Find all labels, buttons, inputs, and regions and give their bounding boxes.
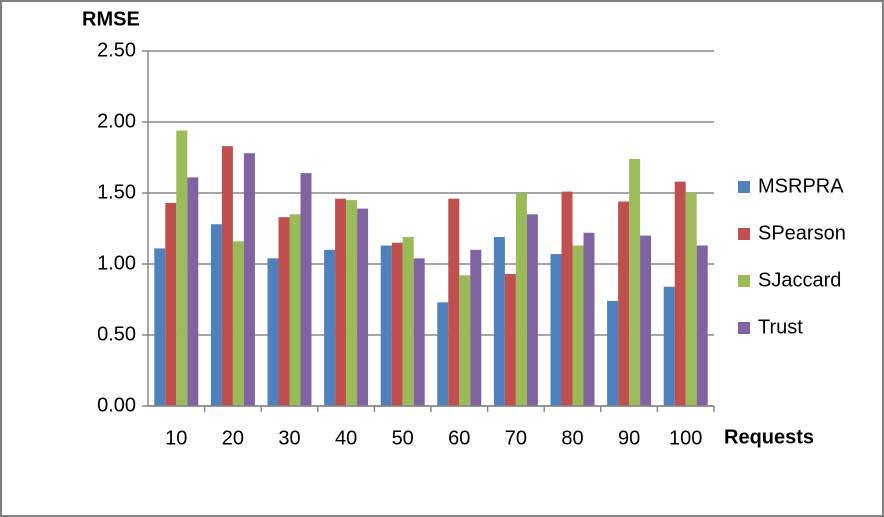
bar <box>640 235 652 406</box>
x-tick-label: 80 <box>561 427 583 449</box>
x-tick-label: 50 <box>392 427 414 449</box>
bar <box>470 249 482 406</box>
bar <box>674 181 686 406</box>
bar <box>165 202 177 406</box>
bar <box>221 146 233 406</box>
legend-label: Trust <box>758 316 803 338</box>
bar <box>324 249 336 406</box>
bar <box>267 258 279 406</box>
bar <box>618 201 630 406</box>
x-tick-label: 20 <box>222 427 244 449</box>
y-tick-label: 0.50 <box>97 323 136 345</box>
bar <box>437 302 449 406</box>
bar <box>357 208 369 406</box>
legend-swatch <box>738 275 750 287</box>
y-tick-label: 2.50 <box>97 39 136 61</box>
bar <box>176 130 188 406</box>
bar <box>493 237 505 406</box>
legend-swatch <box>738 181 750 193</box>
x-axis-label: Requests <box>724 426 814 448</box>
bar <box>696 245 708 406</box>
bar <box>335 198 347 406</box>
bar <box>232 241 244 406</box>
bar <box>243 153 255 406</box>
legend-swatch <box>738 322 750 334</box>
y-tick-label: 0.00 <box>97 394 136 416</box>
y-tick-label: 1.00 <box>97 252 136 274</box>
bar <box>402 237 414 406</box>
bar <box>572 245 584 406</box>
bar <box>607 300 619 406</box>
legend-label: MSRPRA <box>758 175 844 197</box>
x-tick-label: 30 <box>278 427 300 449</box>
bar <box>391 242 403 406</box>
bar <box>629 158 641 406</box>
bar <box>278 217 290 406</box>
y-tick-label: 1.50 <box>97 181 136 203</box>
bar <box>380 245 392 406</box>
x-tick-label: 10 <box>165 427 187 449</box>
x-tick-label: 90 <box>618 427 640 449</box>
bar <box>459 275 471 406</box>
bar <box>663 286 675 406</box>
legend-label: SPearson <box>758 222 846 244</box>
x-tick-label: 70 <box>505 427 527 449</box>
bar <box>289 214 301 406</box>
bar <box>187 177 199 406</box>
bar <box>550 254 562 406</box>
legend-swatch <box>738 228 750 240</box>
bar <box>154 248 166 406</box>
bar <box>300 173 312 406</box>
bar <box>448 198 460 406</box>
legend-label: SJaccard <box>758 269 841 291</box>
bar <box>515 193 527 406</box>
x-tick-label: 40 <box>335 427 357 449</box>
bar <box>685 193 697 406</box>
y-tick-label: 2.00 <box>97 110 136 132</box>
x-tick-label: 100 <box>669 427 702 449</box>
bar <box>346 200 358 406</box>
bar <box>583 232 595 406</box>
bar <box>413 258 425 406</box>
bar <box>561 191 573 406</box>
y-axis-label: RMSE <box>82 8 140 30</box>
bar <box>504 273 516 406</box>
bar <box>526 214 538 406</box>
bar <box>210 224 222 406</box>
x-tick-label: 60 <box>448 427 470 449</box>
